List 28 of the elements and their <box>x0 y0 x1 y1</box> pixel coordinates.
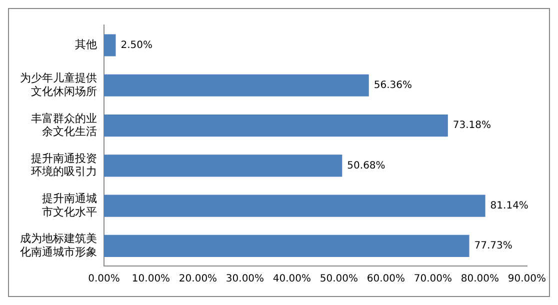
bar <box>104 234 470 257</box>
x-tick-label: 10.00% <box>132 274 170 285</box>
x-tick-label: 80.00% <box>460 274 500 285</box>
data-label: 73.18% <box>452 120 492 132</box>
y-tick-label: 丰富群众的业余文化生活 <box>31 112 97 138</box>
data-label: 56.36% <box>374 80 412 91</box>
data-label: 2.50% <box>120 40 153 51</box>
x-tick-label: 70.00% <box>414 274 452 285</box>
y-tick-label: 其他 <box>75 38 97 52</box>
x-tick-label: 60.00% <box>366 274 406 285</box>
bar <box>104 114 448 137</box>
x-tick-label: 0.00% <box>88 274 120 285</box>
data-label: 77.73% <box>474 240 512 252</box>
y-tick-label: 提升南通城市文化水平 <box>42 192 97 218</box>
y-tick-label: 成为地标建筑美化南通城市形象 <box>20 232 97 258</box>
data-label: 81.14% <box>490 200 528 212</box>
x-tick-label: 50.00% <box>320 274 358 285</box>
data-label: 50.68% <box>347 160 386 172</box>
x-tick-label: 90.00% <box>508 274 546 285</box>
bar <box>104 74 369 96</box>
x-tick-label: 40.00% <box>272 274 312 285</box>
bar <box>104 34 116 56</box>
x-tick-label: 20.00% <box>178 274 218 285</box>
y-tick-label: 为少年儿童提供文化休闲场所 <box>20 72 97 98</box>
bar <box>104 194 486 217</box>
x-tick-label: 30.00% <box>226 274 264 285</box>
bar <box>104 154 342 177</box>
y-tick-label: 提升南通投资环境的吸引力 <box>31 152 97 178</box>
